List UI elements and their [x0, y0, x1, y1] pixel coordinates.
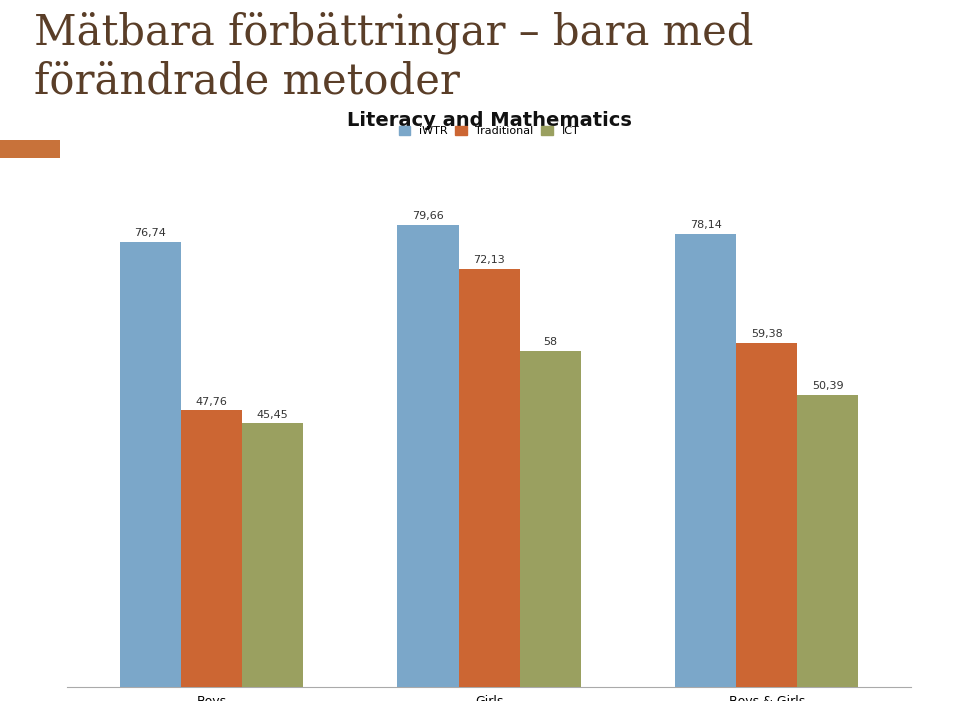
- Bar: [242, 423, 303, 687]
- Bar: [181, 410, 242, 687]
- Text: 76,74: 76,74: [134, 229, 166, 238]
- Bar: [797, 395, 858, 687]
- Text: 58: 58: [543, 337, 557, 347]
- Bar: [397, 225, 458, 687]
- Text: Mätbara förbättringar – bara med
förändrade metoder: Mätbara förbättringar – bara med förändr…: [34, 11, 753, 102]
- Text: 59,38: 59,38: [751, 329, 783, 339]
- Bar: [675, 234, 737, 687]
- Text: 50,39: 50,39: [812, 381, 844, 391]
- Text: 78,14: 78,14: [690, 220, 721, 231]
- Bar: [120, 242, 181, 687]
- Text: 47,76: 47,76: [196, 397, 227, 407]
- Text: 79,66: 79,66: [412, 212, 444, 222]
- Text: 72,13: 72,13: [473, 255, 505, 265]
- Text: 45,45: 45,45: [257, 410, 289, 420]
- Bar: [737, 343, 797, 687]
- Bar: [520, 350, 581, 687]
- Bar: [0, 140, 60, 158]
- Legend: iWTR, Traditional, ICT: iWTR, Traditional, ICT: [399, 126, 579, 137]
- Title: Literacy and Mathematics: Literacy and Mathematics: [346, 111, 632, 130]
- Bar: [458, 268, 520, 687]
